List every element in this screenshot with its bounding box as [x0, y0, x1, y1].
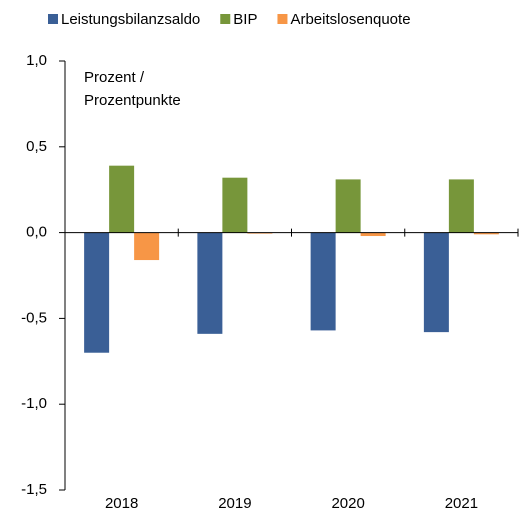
y-tick-label: 0,0 — [26, 224, 47, 241]
legend-label: Leistungsbilanzsaldo — [61, 11, 200, 28]
bar — [134, 232, 160, 261]
bar — [197, 232, 223, 334]
annotation: Prozentpunkte — [84, 92, 181, 109]
bar — [423, 232, 449, 333]
legend-swatch — [277, 14, 288, 24]
bar — [310, 232, 336, 331]
legend-label: Arbeitslosenquote — [290, 11, 410, 28]
y-tick-label: 0,5 — [26, 138, 47, 155]
y-tick-label: -0,5 — [21, 309, 47, 326]
bar — [109, 165, 135, 233]
x-tick-label: 2020 — [331, 495, 364, 512]
bar — [335, 179, 361, 233]
x-tick-label: 2019 — [218, 495, 251, 512]
bar — [222, 177, 248, 233]
y-tick-label: -1,0 — [21, 395, 47, 412]
bar — [473, 232, 499, 235]
annotation: Prozent / — [84, 69, 145, 86]
legend-swatch — [220, 14, 231, 24]
y-tick-label: -1,5 — [21, 481, 47, 498]
x-tick-label: 2021 — [445, 495, 478, 512]
bar — [360, 232, 386, 237]
x-tick-label: 2018 — [105, 495, 138, 512]
bar — [448, 179, 474, 233]
y-tick-label: 1,0 — [26, 52, 47, 69]
legend-label: BIP — [233, 11, 257, 28]
legend-swatch — [48, 14, 58, 24]
bar — [84, 232, 110, 353]
